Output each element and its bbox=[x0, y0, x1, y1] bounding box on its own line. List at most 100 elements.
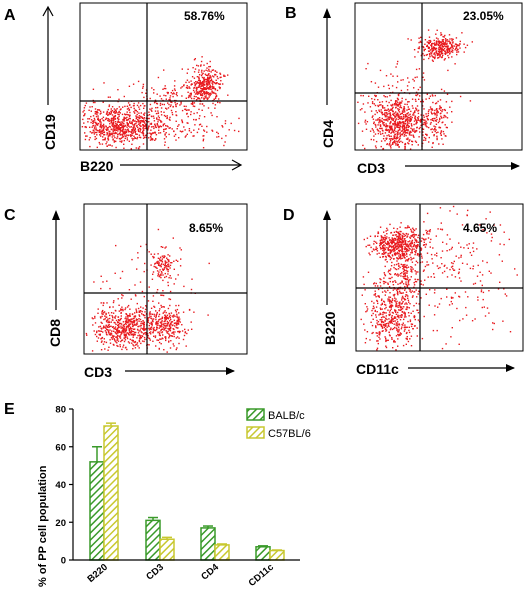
scatter-dot bbox=[164, 85, 166, 87]
scatter-dot bbox=[388, 311, 391, 313]
scatter-dot bbox=[368, 95, 370, 97]
scatter-dot bbox=[427, 42, 430, 45]
scatter-dot bbox=[138, 340, 140, 342]
scatter-dot bbox=[426, 117, 429, 120]
scatter-dot bbox=[105, 327, 107, 329]
scatter-dot bbox=[174, 101, 176, 104]
scatter-dot bbox=[497, 288, 500, 290]
scatter-dot bbox=[398, 126, 400, 129]
scatter-dot bbox=[138, 340, 141, 343]
scatter-dot bbox=[383, 124, 385, 126]
scatter-dot bbox=[492, 322, 494, 324]
scatter-dot bbox=[392, 104, 394, 106]
scatter-dot bbox=[102, 139, 104, 141]
scatter-dot bbox=[417, 116, 420, 118]
scatter-dot bbox=[374, 104, 377, 107]
scatter-dot bbox=[106, 134, 108, 136]
scatter-dot bbox=[452, 47, 454, 49]
scatter-dot bbox=[450, 266, 453, 268]
scatter-dot bbox=[136, 343, 138, 346]
scatter-dot bbox=[426, 93, 428, 95]
scatter-dot bbox=[115, 315, 117, 317]
scatter-dot bbox=[103, 318, 105, 321]
scatter-dot bbox=[151, 115, 153, 118]
scatter-dot bbox=[387, 244, 389, 246]
scatter-dot bbox=[410, 244, 412, 247]
scatter-dot bbox=[175, 103, 177, 106]
scatter-dot bbox=[426, 232, 428, 234]
scatter-dot bbox=[417, 253, 419, 255]
scatter-dot bbox=[413, 305, 415, 307]
scatter-dot bbox=[385, 251, 387, 254]
scatter-dot bbox=[394, 273, 397, 275]
scatter-dot bbox=[404, 142, 407, 145]
scatter-dot bbox=[124, 333, 126, 336]
scatter-dot bbox=[396, 248, 398, 250]
scatter-dot bbox=[130, 320, 132, 322]
scatter-dot bbox=[110, 108, 112, 110]
scatter-dot bbox=[211, 82, 213, 84]
scatter-dot bbox=[131, 137, 133, 140]
scatter-dot bbox=[467, 247, 469, 249]
scatter-dot bbox=[414, 238, 416, 240]
scatter-dot bbox=[136, 319, 139, 321]
scatter-dot bbox=[180, 258, 182, 260]
scatter-dot bbox=[166, 351, 168, 353]
scatter-dot bbox=[170, 318, 172, 321]
scatter-dot bbox=[390, 144, 392, 146]
scatter-dot bbox=[212, 102, 214, 105]
scatter-dot bbox=[198, 85, 200, 87]
scatter-dot bbox=[396, 231, 398, 233]
scatter-dot bbox=[117, 89, 119, 91]
scatter-dot bbox=[164, 276, 166, 279]
scatter-dot bbox=[126, 332, 129, 334]
scatter-dot bbox=[423, 119, 425, 121]
scatter-dot bbox=[99, 124, 102, 126]
scatter-dot bbox=[184, 129, 186, 131]
scatter-dot bbox=[186, 133, 188, 135]
scatter-dot bbox=[440, 107, 442, 109]
scatter-dot bbox=[415, 107, 417, 109]
scatter-dot bbox=[384, 303, 386, 306]
scatter-dot bbox=[175, 311, 177, 313]
scatter-dot bbox=[432, 60, 434, 62]
scatter-dot bbox=[395, 103, 397, 105]
scatter-dot bbox=[211, 85, 214, 87]
scatter-dot bbox=[127, 316, 129, 318]
scatter-dot bbox=[438, 108, 441, 110]
scatter-dot bbox=[168, 99, 170, 101]
scatter-dot bbox=[465, 306, 467, 309]
scatter-dot bbox=[117, 118, 120, 121]
scatter-dot bbox=[111, 114, 114, 116]
scatter-dot bbox=[207, 77, 209, 80]
scatter-dot bbox=[394, 293, 396, 296]
scatter-dot bbox=[194, 93, 197, 95]
scatter-dot bbox=[120, 317, 122, 320]
scatter-dot bbox=[113, 127, 115, 129]
scatter-dot bbox=[199, 123, 202, 125]
scatter-dot bbox=[118, 115, 120, 118]
scatter-dot bbox=[439, 132, 442, 135]
scatter-dot bbox=[420, 248, 423, 250]
scatter-dot bbox=[410, 291, 412, 294]
scatter-dot bbox=[365, 123, 367, 125]
scatter-dot bbox=[469, 267, 472, 270]
scatter-dot bbox=[377, 340, 379, 342]
scatter-dot bbox=[136, 321, 138, 323]
scatter-dot bbox=[109, 333, 111, 335]
scatter-dot bbox=[373, 307, 375, 309]
scatter-dot bbox=[167, 91, 169, 94]
scatter-dot bbox=[406, 250, 408, 252]
scatter-dot bbox=[175, 278, 177, 280]
scatter-dot bbox=[101, 118, 103, 120]
scatter-dot bbox=[398, 232, 401, 235]
scatter-dot bbox=[371, 116, 373, 118]
scatter-dot bbox=[397, 103, 399, 106]
scatter-dot bbox=[408, 280, 410, 282]
scatter-dot bbox=[129, 319, 131, 321]
scatter-dot bbox=[126, 318, 128, 320]
scatter-dot bbox=[442, 41, 445, 43]
scatter-dot bbox=[409, 113, 411, 115]
scatter-dot bbox=[165, 136, 167, 138]
scatter-dot bbox=[462, 318, 464, 320]
